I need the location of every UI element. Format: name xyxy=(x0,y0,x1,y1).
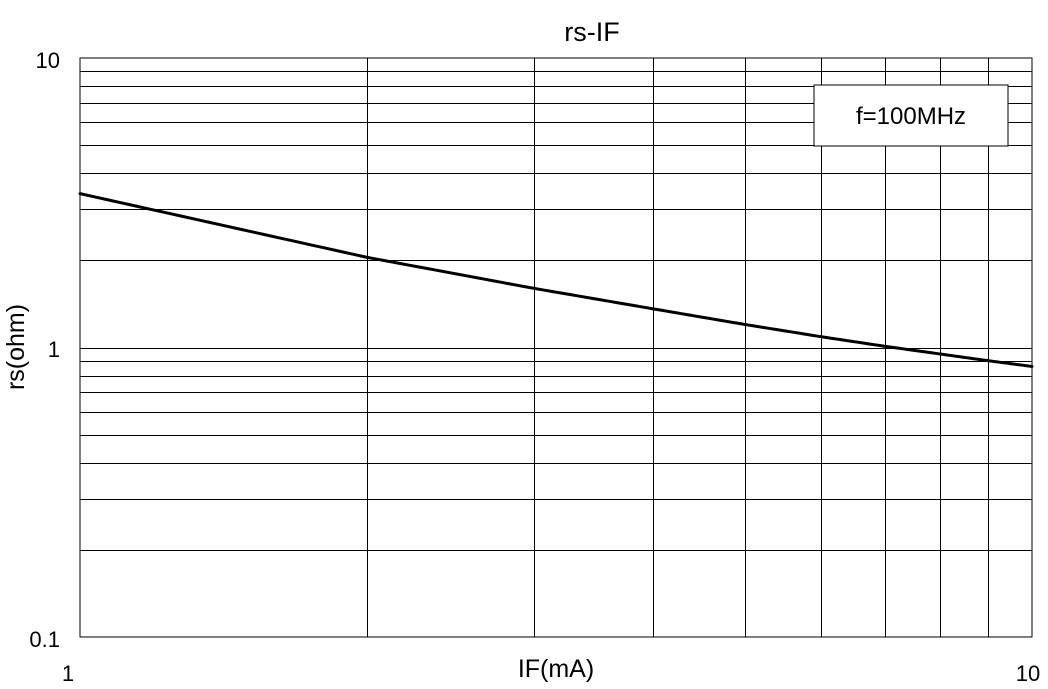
y-tick-label-0-1: 0.1 xyxy=(29,627,60,652)
annotation-box: f=100MHz xyxy=(813,84,1009,147)
y-tick-label-10: 10 xyxy=(36,48,60,73)
chart-title: rs-IF xyxy=(564,17,619,47)
annotation-label: f=100MHz xyxy=(856,103,966,130)
x-tick-label-1: 1 xyxy=(62,661,74,686)
series-line xyxy=(78,192,1034,368)
y-tick-label-1: 1 xyxy=(48,337,60,362)
x-tick-label-10: 10 xyxy=(1016,661,1040,686)
y-axis-label: rs(ohm) xyxy=(2,304,30,390)
x-axis-label: IF(mA) xyxy=(518,655,594,683)
annotation-frame xyxy=(813,84,1009,147)
plot-frame xyxy=(79,57,1033,638)
